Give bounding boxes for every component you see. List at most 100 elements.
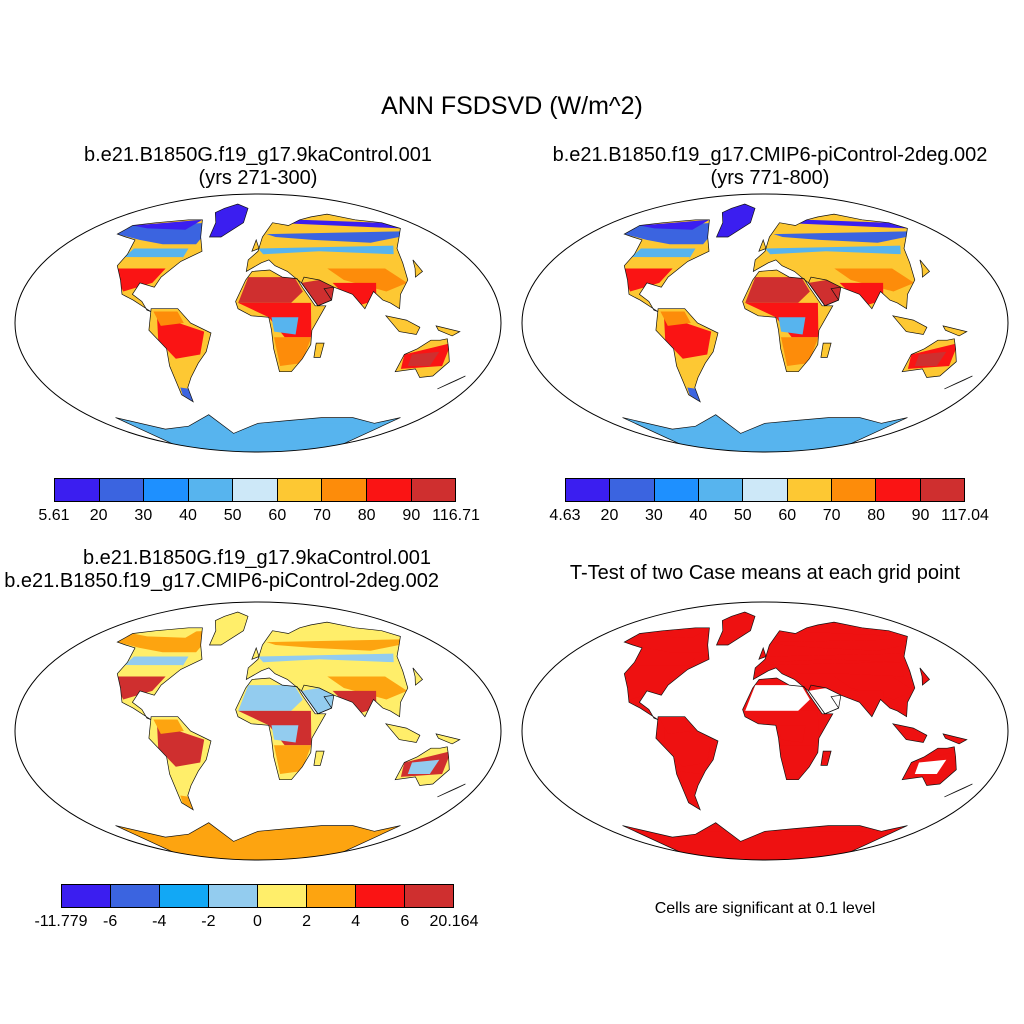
coastline-africa	[235, 677, 327, 781]
colorbar-swatch	[160, 885, 209, 907]
coastline-japan	[412, 667, 423, 686]
coastline-madagascar	[820, 750, 832, 766]
field-zone-desert	[808, 688, 841, 714]
field-zone-cool	[258, 653, 394, 663]
land-japan	[412, 259, 423, 278]
coastline-northAmerica	[623, 219, 710, 312]
map-frame	[14, 601, 502, 861]
field-zone-warm	[274, 337, 312, 366]
colorbar-swatch	[55, 479, 100, 501]
field-zone-hot	[839, 282, 884, 306]
coastline-newGuinea	[942, 733, 968, 745]
panel-title-case1: b.e21.B1850G.f19_g17.9kaControl.001 (yrs…	[58, 144, 458, 190]
land-newGuinea	[943, 733, 967, 744]
colorbar-tick-label: 20.164	[429, 913, 479, 930]
colorbar-swatch	[366, 479, 412, 501]
field-zone-arctic	[209, 616, 248, 645]
colorbar-tick-label: 50	[223, 507, 242, 524]
field-zone-temperate	[171, 363, 195, 384]
land-indonesia	[385, 723, 420, 743]
field-zone-warm	[660, 719, 691, 734]
field-zone-hot	[664, 723, 712, 767]
coastline-newZealand	[944, 375, 973, 390]
field-zone-temperate	[928, 366, 952, 376]
field-zone-cool	[778, 725, 806, 743]
colorbar-swatch	[99, 479, 145, 501]
panel-title-line-1: b.e21.B1850G.f19_g17.9kaControl.001	[83, 144, 433, 166]
panel-title-line-1: b.e21.B1850G.f19_g17.9kaControl.001	[82, 547, 432, 569]
colorbar-labels-case1: 5.61 20 30 40 50 60 70 80 90 116.71	[38, 507, 479, 527]
field-zone-desert	[238, 277, 303, 303]
colorbar-diff	[61, 884, 454, 908]
land-madagascar	[313, 343, 325, 358]
land-uk	[251, 239, 259, 252]
coastline-southAmerica	[655, 716, 719, 811]
map-frame	[521, 193, 1009, 453]
coastline-indonesia	[384, 315, 421, 335]
field-zone-hot	[624, 676, 673, 700]
colorbar-swatch	[831, 479, 877, 501]
colorbar-tick-label: 117.04	[941, 507, 989, 524]
coastline-madagascar	[820, 342, 832, 358]
panel-title-ttest: T-Test of two Case means at each grid po…	[520, 562, 1010, 585]
field-zone-temperate	[119, 665, 184, 677]
field-zone-boreal	[117, 222, 203, 245]
coastline-madagascar	[313, 750, 325, 766]
colorbar-swatch	[920, 479, 964, 501]
field-zone-temperate	[626, 257, 691, 269]
field-zone-desert	[301, 688, 334, 714]
field-zone-arctic	[272, 627, 401, 637]
field-zone-arctic	[779, 627, 908, 637]
field-zone-temperate	[247, 662, 397, 677]
coastline-newGuinea	[435, 733, 461, 745]
field-zone-warm	[153, 719, 184, 734]
coastline-indonesia	[891, 315, 928, 335]
field-zone-warm	[781, 337, 819, 366]
colorbar-swatch	[356, 885, 405, 907]
colorbar-tick-label: 60	[268, 507, 287, 524]
field-zone-cool	[778, 317, 806, 335]
field-zone-desert	[914, 351, 947, 366]
field-zone-hot	[117, 268, 166, 292]
field-zone-arctic	[779, 219, 908, 229]
field-zone-cool	[271, 317, 299, 335]
colorbar-swatch	[62, 885, 111, 907]
land-newGuinea	[436, 733, 460, 744]
field-zone-temperate	[119, 257, 184, 269]
colorbar-swatch	[566, 479, 611, 501]
field-zone-cool	[271, 725, 299, 743]
colorbar-tick-label: 90	[402, 507, 421, 524]
coastline-africa	[742, 269, 834, 373]
field-zone-temperate	[421, 774, 445, 784]
panel-title-line-1: b.e21.B1850.f19_g17.CMIP6-piControl-2deg…	[552, 144, 988, 166]
field-zone-arctic	[639, 219, 710, 230]
land-madagascar	[313, 751, 325, 766]
colorbar-swatch	[405, 885, 453, 907]
field-zone-arctic	[716, 208, 755, 237]
panel-title-line-2: (yrs 271-300)	[198, 167, 318, 189]
coastline-newZealand	[437, 375, 466, 390]
colorbar-tick-label: 116.71	[432, 507, 480, 524]
field-zone-temperate	[171, 771, 195, 792]
field-zone-boreal	[117, 630, 203, 653]
colorbar-swatch	[322, 479, 367, 501]
field-zone-warm	[274, 745, 312, 774]
field-zone-boreal	[624, 222, 710, 245]
coastline-greenland	[208, 611, 249, 646]
coastline-newGuinea	[435, 325, 461, 337]
field-zone-antarctic	[127, 831, 389, 860]
panel-title-line-1: T-Test of two Case means at each grid po…	[569, 562, 961, 584]
land-indonesia	[892, 723, 927, 743]
colorbar-swatch	[876, 479, 921, 501]
colorbar-tick-label: 40	[689, 507, 708, 524]
colorbar-tick-label: 6	[400, 913, 410, 930]
field-zone-boreal	[624, 630, 710, 653]
colorbar-swatch	[743, 479, 788, 501]
field-zone-arctic	[639, 627, 710, 638]
field-zone-cool	[124, 656, 189, 667]
field-zone-desert	[301, 280, 334, 306]
colorbar-swatch	[787, 479, 832, 501]
colorbar-swatch	[111, 885, 160, 907]
colorbar-tick-label: 50	[733, 507, 752, 524]
coastline-arabia	[301, 276, 335, 307]
